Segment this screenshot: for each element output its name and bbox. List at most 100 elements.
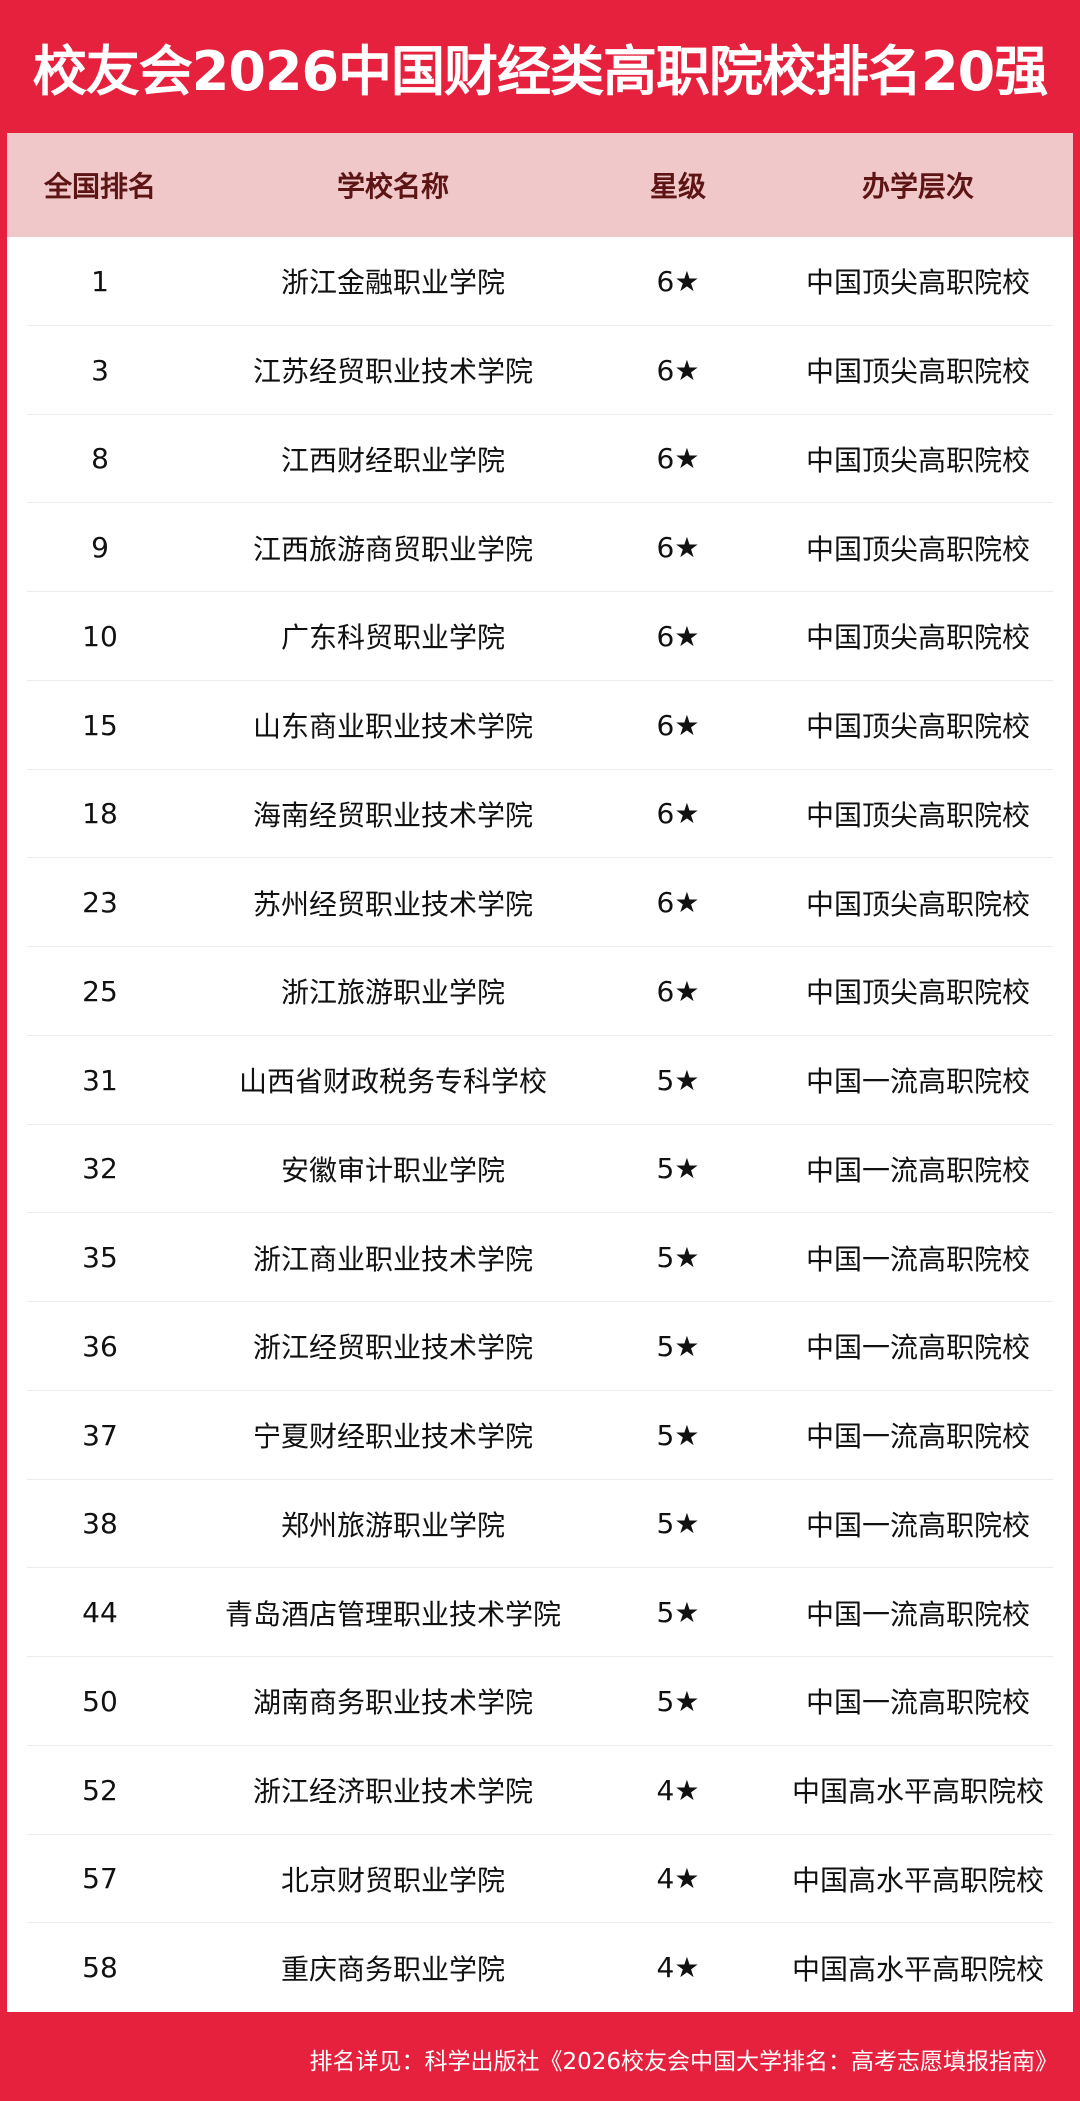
rank-cell: 35: [82, 1241, 118, 1275]
source-note: 排名详见：科学出版社《2026校友会中国大学排名：高考志愿填报指南》: [309, 2049, 1058, 2075]
stars-cell: 6★: [656, 264, 700, 298]
table-row: 25 浙江旅游职业学院 6★ 中国顶尖高职院校: [7, 947, 1073, 1036]
rank-cell: 37: [82, 1418, 118, 1452]
stars-cell: 5★: [656, 1329, 700, 1363]
level-cell: 中国顶尖高职院校: [805, 621, 1030, 655]
level-cell: 中国一流高职院校: [805, 1508, 1030, 1542]
school-cell: 郑州旅游职业学院: [280, 1508, 505, 1542]
stars-cell: 6★: [656, 797, 700, 831]
level-cell: 中国一流高职院校: [805, 1597, 1030, 1631]
stars-cell: 4★: [656, 1951, 700, 1985]
header-stars: 星级: [649, 170, 706, 203]
level-cell: 中国高水平高职院校: [791, 1775, 1044, 1809]
level-cell: 中国顶尖高职院校: [805, 887, 1030, 921]
stars-cell: 6★: [656, 531, 700, 565]
table-row: 1 浙江金融职业学院 6★ 中国顶尖高职院校: [7, 237, 1073, 326]
table-row: 52 浙江经济职业技术学院 4★ 中国高水平高职院校: [7, 1746, 1073, 1835]
rank-cell: 15: [82, 708, 118, 742]
stars-cell: 5★: [656, 1596, 700, 1630]
school-cell: 安徽审计职业学院: [280, 1153, 505, 1187]
rank-cell: 50: [82, 1684, 118, 1718]
level-cell: 中国顶尖高职院校: [805, 266, 1030, 300]
school-cell: 浙江金融职业学院: [280, 266, 505, 300]
level-cell: 中国顶尖高职院校: [805, 355, 1030, 389]
school-cell: 海南经贸职业技术学院: [252, 798, 533, 832]
stars-cell: 6★: [656, 619, 700, 653]
level-cell: 中国顶尖高职院校: [805, 443, 1030, 477]
rank-cell: 23: [82, 886, 118, 920]
stars-cell: 5★: [656, 1507, 700, 1541]
rank-cell: 3: [91, 353, 109, 387]
table-row: 9 江西旅游商贸职业学院 6★ 中国顶尖高职院校: [7, 503, 1073, 592]
school-cell: 江苏经贸职业技术学院: [252, 355, 533, 389]
table-row: 3 江苏经贸职业技术学院 6★ 中国顶尖高职院校: [7, 326, 1073, 415]
rank-cell: 58: [82, 1951, 118, 1985]
level-cell: 中国一流高职院校: [805, 1420, 1030, 1454]
school-cell: 宁夏财经职业技术学院: [252, 1420, 533, 1454]
rank-cell: 38: [82, 1507, 118, 1541]
header-level: 办学层次: [861, 170, 974, 203]
school-cell: 江西旅游商贸职业学院: [252, 532, 533, 566]
stars-cell: 6★: [656, 974, 700, 1008]
level-cell: 中国一流高职院校: [805, 1331, 1030, 1365]
stars-cell: 4★: [656, 1773, 700, 1807]
stars-cell: 6★: [656, 886, 700, 920]
table-row: 10 广东科贸职业学院 6★ 中国顶尖高职院校: [7, 592, 1073, 681]
level-cell: 中国高水平高职院校: [791, 1952, 1044, 1986]
school-cell: 重庆商务职业学院: [280, 1952, 505, 1986]
level-cell: 中国顶尖高职院校: [805, 976, 1030, 1010]
level-cell: 中国一流高职院校: [805, 1242, 1030, 1276]
stars-cell: 5★: [656, 1152, 700, 1186]
table-row: 31 山西省财政税务专科学校 5★ 中国一流高职院校: [7, 1036, 1073, 1125]
stars-cell: 6★: [656, 708, 700, 742]
rank-cell: 10: [82, 619, 118, 653]
table-row: 8 江西财经职业学院 6★ 中国顶尖高职院校: [7, 415, 1073, 504]
rank-cell: 1: [91, 264, 109, 298]
school-cell: 湖南商务职业技术学院: [252, 1686, 533, 1720]
stars-cell: 6★: [656, 353, 700, 387]
school-cell: 山西省财政税务专科学校: [238, 1065, 547, 1099]
level-cell: 中国顶尖高职院校: [805, 798, 1030, 832]
school-cell: 北京财贸职业学院: [280, 1863, 505, 1897]
level-cell: 中国高水平高职院校: [791, 1863, 1044, 1897]
rank-cell: 52: [82, 1773, 118, 1807]
header-school: 学校名称: [336, 170, 449, 203]
rank-cell: 18: [82, 797, 118, 831]
table-row: 38 郑州旅游职业学院 5★ 中国一流高职院校: [7, 1480, 1073, 1569]
header-rank: 全国排名: [43, 170, 156, 203]
table-row: 58 重庆商务职业学院 4★ 中国高水平高职院校: [7, 1923, 1073, 2012]
rank-cell: 9: [91, 531, 109, 565]
rank-cell: 25: [82, 974, 118, 1008]
school-cell: 广东科贸职业学院: [280, 621, 505, 655]
level-cell: 中国顶尖高职院校: [805, 710, 1030, 744]
rank-cell: 32: [82, 1152, 118, 1186]
stars-cell: 5★: [656, 1684, 700, 1718]
table-row: 44 青岛酒店管理职业技术学院 5★ 中国一流高职院校: [7, 1568, 1073, 1657]
table-row: 35 浙江商业职业技术学院 5★ 中国一流高职院校: [7, 1213, 1073, 1302]
school-cell: 江西财经职业学院: [280, 443, 505, 477]
level-cell: 中国一流高职院校: [805, 1065, 1030, 1099]
table-row: 36 浙江经贸职业技术学院 5★ 中国一流高职院校: [7, 1302, 1073, 1391]
school-cell: 浙江旅游职业学院: [280, 976, 505, 1010]
school-cell: 浙江商业职业技术学院: [252, 1242, 533, 1276]
level-cell: 中国一流高职院校: [805, 1686, 1030, 1720]
rank-cell: 8: [91, 442, 109, 476]
ranking-table: 全国排名 学校名称 星级 办学层次 1 浙江金融职业学院 6★ 中国顶尖高职院校 3 江苏…: [7, 133, 1073, 2012]
table-row: 23 苏州经贸职业技术学院 6★ 中国顶尖高职院校: [7, 858, 1073, 947]
school-cell: 浙江经贸职业技术学院: [252, 1331, 533, 1365]
school-cell: 苏州经贸职业技术学院: [252, 887, 533, 921]
table-row: 57 北京财贸职业学院 4★ 中国高水平高职院校: [7, 1835, 1073, 1924]
rank-cell: 31: [82, 1063, 118, 1097]
table-row: 15 山东商业职业技术学院 6★ 中国顶尖高职院校: [7, 681, 1073, 770]
table-row: 18 海南经贸职业技术学院 6★ 中国顶尖高职院校: [7, 770, 1073, 859]
stars-cell: 5★: [656, 1418, 700, 1452]
level-cell: 中国一流高职院校: [805, 1153, 1030, 1187]
table-row: 50 湖南商务职业技术学院 5★ 中国一流高职院校: [7, 1657, 1073, 1746]
level-cell: 中国顶尖高职院校: [805, 532, 1030, 566]
rank-cell: 44: [82, 1596, 118, 1630]
school-cell: 浙江经济职业技术学院: [252, 1775, 533, 1809]
rank-cell: 57: [82, 1862, 118, 1896]
page-title: 校友会2026中国财经类高职院校排名20强: [32, 40, 1048, 103]
stars-cell: 6★: [656, 442, 700, 476]
table-header: 全国排名 学校名称 星级 办学层次: [7, 133, 1073, 237]
